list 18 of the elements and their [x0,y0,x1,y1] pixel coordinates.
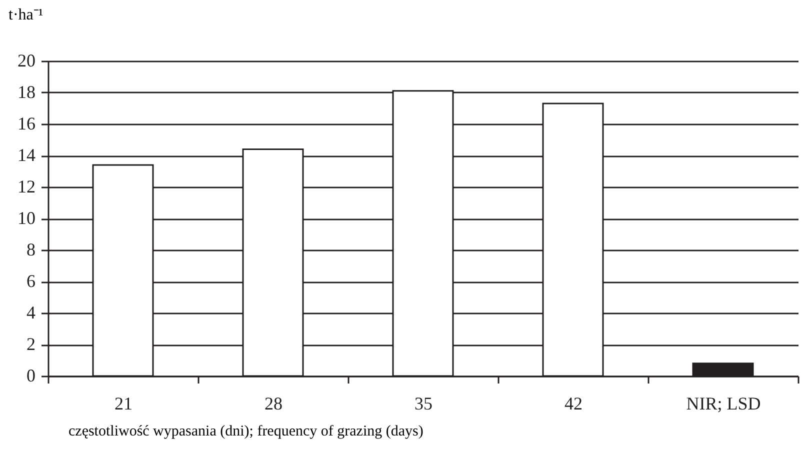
x-tick-label: NIR; LSD [686,394,761,414]
y-tick-label: 2 [26,334,36,354]
x-tick-label: 28 [264,394,282,414]
y-tick-label: 10 [18,208,36,228]
y-tick-label: 6 [26,271,36,291]
y-tick-label: 16 [18,114,36,134]
y-tick-label: 14 [18,145,36,165]
x-tick-label: 21 [114,394,132,414]
x-tick-label: 35 [414,394,432,414]
x-tick-label: 42 [564,394,582,414]
y-tick-label: 18 [18,82,36,102]
y-tick-label: 0 [26,366,36,386]
x-axis-title: częstotliwość wypasania (dni); frequency of grazing (days) [68,424,424,440]
y-tick-label: 4 [26,302,36,322]
y-tick-label: 12 [18,176,36,196]
y-tick-label: 20 [18,50,36,70]
y-tick-label: 8 [26,240,36,260]
y-axis-title: t·ha⁻¹ [8,6,44,24]
